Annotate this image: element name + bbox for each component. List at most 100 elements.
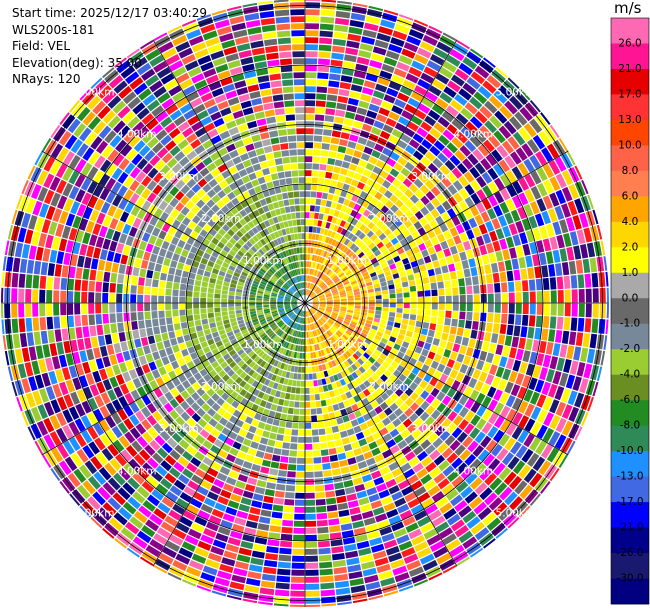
velocity-gate bbox=[451, 457, 463, 469]
velocity-gate bbox=[169, 485, 183, 497]
velocity-gate bbox=[485, 352, 495, 364]
velocity-gate bbox=[42, 344, 51, 358]
velocity-gate bbox=[242, 243, 250, 251]
velocity-gate bbox=[196, 234, 205, 243]
velocity-gate bbox=[258, 330, 265, 336]
velocity-gate bbox=[275, 272, 281, 278]
velocity-gate bbox=[395, 312, 403, 319]
velocity-gate bbox=[350, 209, 358, 218]
velocity-gate bbox=[317, 414, 324, 422]
velocity-gate bbox=[316, 321, 321, 328]
velocity-gate bbox=[334, 232, 340, 240]
velocity-gate bbox=[441, 211, 451, 222]
velocity-gate bbox=[343, 332, 351, 339]
velocity-gate bbox=[269, 278, 276, 284]
velocity-gate bbox=[328, 80, 340, 88]
velocity-gate bbox=[263, 296, 270, 300]
velocity-gate bbox=[186, 504, 200, 515]
velocity-gate bbox=[474, 162, 486, 175]
velocity-gate bbox=[232, 342, 240, 349]
velocity-gate bbox=[285, 342, 290, 349]
velocity-gate bbox=[389, 194, 399, 204]
velocity-gate bbox=[367, 66, 381, 76]
velocity-gate bbox=[267, 270, 273, 276]
velocity-gate bbox=[330, 367, 337, 375]
velocity-gate bbox=[334, 257, 341, 265]
velocity-gate bbox=[185, 258, 193, 266]
velocity-gate bbox=[417, 370, 426, 379]
velocity-gate bbox=[289, 443, 298, 450]
velocity-gate bbox=[382, 290, 389, 295]
velocity-gate bbox=[327, 253, 333, 260]
velocity-gate bbox=[423, 223, 432, 233]
velocity-gate bbox=[380, 19, 396, 29]
velocity-gate bbox=[145, 48, 161, 62]
velocity-gate bbox=[410, 297, 417, 303]
velocity-gate bbox=[335, 331, 342, 338]
velocity-gate bbox=[122, 111, 136, 124]
velocity-gate bbox=[257, 391, 265, 399]
velocity-gate bbox=[525, 363, 535, 377]
velocity-gate bbox=[505, 394, 516, 408]
velocity-gate bbox=[122, 223, 132, 235]
velocity-gate bbox=[399, 328, 407, 336]
velocity-gate bbox=[434, 331, 442, 339]
velocity-gate bbox=[37, 404, 49, 420]
velocity-gate bbox=[316, 407, 323, 415]
velocity-gate bbox=[291, 304, 298, 307]
velocity-gate bbox=[388, 81, 402, 91]
velocity-gate bbox=[288, 311, 294, 317]
velocity-gate bbox=[231, 225, 239, 233]
velocity-gate bbox=[424, 303, 431, 310]
velocity-gate bbox=[368, 441, 378, 450]
velocity-gate bbox=[421, 139, 433, 150]
velocity-gate bbox=[331, 382, 338, 390]
velocity-gate bbox=[297, 450, 305, 457]
velocity-gate bbox=[265, 211, 272, 219]
velocity-gate bbox=[345, 406, 354, 414]
velocity-gate bbox=[274, 316, 280, 321]
velocity-gate bbox=[222, 285, 229, 291]
velocity-gate bbox=[422, 34, 438, 47]
velocity-gate bbox=[518, 464, 532, 479]
velocity-gate bbox=[481, 341, 490, 352]
velocity-gate bbox=[172, 253, 180, 262]
velocity-gate bbox=[352, 77, 365, 86]
velocity-gate bbox=[271, 312, 278, 316]
velocity-gate bbox=[450, 74, 465, 87]
velocity-gate bbox=[245, 577, 261, 587]
velocity-gate bbox=[177, 456, 189, 467]
velocity-gate bbox=[324, 340, 330, 347]
velocity-gate bbox=[331, 216, 338, 224]
velocity-gate bbox=[332, 343, 338, 350]
velocity-gate bbox=[283, 274, 288, 281]
velocity-gate bbox=[217, 407, 227, 416]
velocity-gate bbox=[250, 353, 258, 360]
velocity-gate bbox=[365, 238, 373, 246]
velocity-gate bbox=[305, 9, 320, 16]
velocity-gate bbox=[181, 173, 192, 184]
velocity-gate bbox=[261, 278, 268, 284]
velocity-gate bbox=[567, 390, 578, 406]
velocity-gate bbox=[227, 369, 235, 377]
velocity-gate bbox=[187, 278, 195, 286]
velocity-gate bbox=[220, 249, 228, 257]
velocity-gate bbox=[375, 303, 382, 307]
velocity-gate bbox=[379, 323, 386, 329]
velocity-gate bbox=[292, 337, 296, 344]
velocity-gate bbox=[67, 291, 74, 303]
velocity-gate bbox=[263, 306, 270, 310]
velocity-gate bbox=[290, 329, 295, 336]
velocity-gate bbox=[120, 65, 136, 79]
velocity-gate bbox=[173, 323, 181, 331]
velocity-gate bbox=[517, 206, 527, 220]
velocity-gate bbox=[395, 260, 403, 268]
velocity-gate bbox=[481, 395, 492, 408]
velocity-gate bbox=[283, 221, 289, 228]
velocity-gate bbox=[410, 260, 418, 268]
velocity-gate bbox=[99, 345, 108, 357]
velocity-gate bbox=[305, 86, 316, 93]
velocity-gate bbox=[327, 215, 333, 223]
velocity-gate bbox=[368, 594, 384, 601]
velocity-gate bbox=[246, 337, 254, 344]
